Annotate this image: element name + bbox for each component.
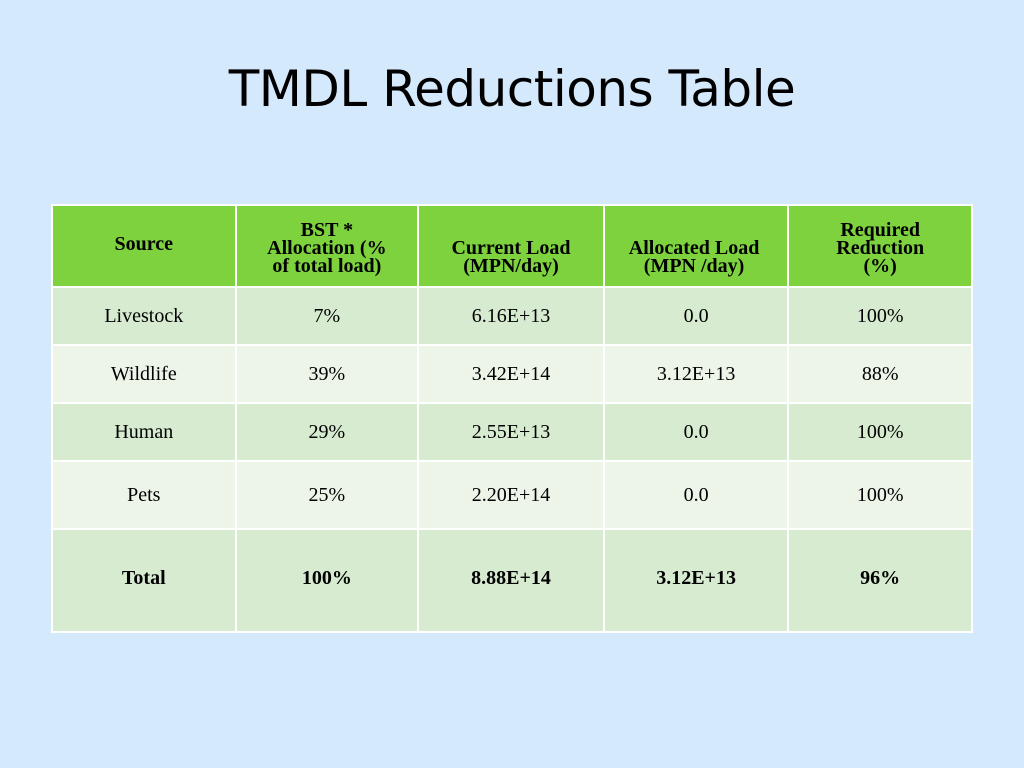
cell-current-load: 3.42E+14	[417, 344, 605, 404]
table-row-wildlife: Wildlife 39% 3.42E+14 3.12E+13 88%	[51, 344, 973, 404]
header-current-load: Current Load (MPN/day)	[417, 204, 605, 288]
header-bst-line-2: Allocation (%	[267, 237, 387, 259]
table-row-total: Total 100% 8.88E+14 3.12E+13 96%	[51, 528, 973, 633]
header-bst-allocation: BST * Allocation (% of total load)	[234, 204, 420, 288]
cell-current-load: 2.20E+14	[417, 460, 605, 530]
header-allocated-load: Allocated Load (MPN /day)	[602, 204, 790, 288]
cell-source: Livestock	[51, 286, 237, 346]
header-current-line-1: Current Load	[451, 237, 571, 259]
table-row-human: Human 29% 2.55E+13 0.0 100%	[51, 402, 973, 462]
slide-title: TMDL Reductions Table	[228, 60, 796, 118]
cell-allocated-load: 3.12E+13	[602, 528, 790, 633]
cell-required-reduction: 100%	[787, 402, 973, 462]
header-allocated-line-1: Allocated Load	[628, 237, 760, 259]
cell-source: Total	[51, 528, 237, 633]
cell-required-reduction: 100%	[787, 460, 973, 530]
header-source-line: Source	[114, 233, 174, 255]
cell-current-load: 6.16E+13	[417, 286, 605, 346]
cell-required-reduction: 88%	[787, 344, 973, 404]
tmdl-reductions-table: Source BST * Allocation (% of total load…	[51, 204, 973, 633]
header-reduction-line-1: Required	[840, 219, 920, 241]
cell-required-reduction: 100%	[787, 286, 973, 346]
cell-allocated-load: 0.0	[602, 460, 790, 530]
cell-source: Wildlife	[51, 344, 237, 404]
header-current-line-2: (MPN/day)	[463, 255, 559, 277]
cell-required-reduction: 96%	[787, 528, 973, 633]
cell-source: Pets	[51, 460, 237, 530]
header-row: Source BST * Allocation (% of total load…	[51, 204, 973, 288]
header-reduction-line-2: Reduction	[836, 237, 925, 259]
header-bst-line-1: BST *	[300, 219, 354, 241]
cell-allocated-load: 0.0	[602, 286, 790, 346]
header-reduction-line-3: (%)	[863, 255, 897, 277]
cell-bst: 29%	[234, 402, 420, 462]
cell-bst: 7%	[234, 286, 420, 346]
header-bst-line-3: of total load)	[272, 255, 382, 277]
cell-source: Human	[51, 402, 237, 462]
header-allocated-line-2: (MPN /day)	[643, 255, 745, 277]
table-row-pets: Pets 25% 2.20E+14 0.0 100%	[51, 460, 973, 530]
cell-bst: 25%	[234, 460, 420, 530]
table-row-livestock: Livestock 7% 6.16E+13 0.0 100%	[51, 286, 973, 346]
cell-bst: 39%	[234, 344, 420, 404]
cell-current-load: 8.88E+14	[417, 528, 605, 633]
cell-current-load: 2.55E+13	[417, 402, 605, 462]
header-source: Source	[51, 204, 237, 288]
cell-allocated-load: 3.12E+13	[602, 344, 790, 404]
cell-bst: 100%	[234, 528, 420, 633]
cell-allocated-load: 0.0	[602, 402, 790, 462]
header-required-reduction: Required Reduction (%)	[787, 204, 973, 288]
